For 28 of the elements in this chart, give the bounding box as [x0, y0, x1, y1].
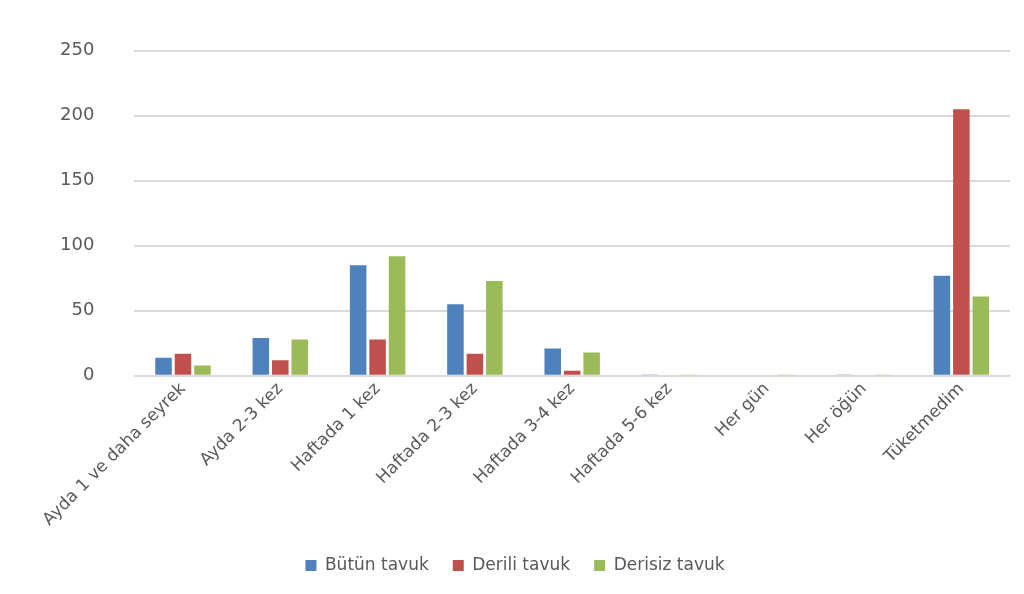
- bar: [447, 304, 464, 375]
- y-tick-label: 250: [60, 38, 95, 60]
- legend-label: Bütün tavuk: [324, 553, 429, 574]
- bar: [174, 353, 192, 375]
- bar: [155, 357, 172, 375]
- bar: [369, 339, 386, 375]
- bar: [953, 109, 970, 375]
- bar: [563, 370, 581, 375]
- bar: [272, 360, 289, 375]
- bar: [349, 265, 367, 375]
- bar: [194, 365, 211, 375]
- y-tick-label: 100: [60, 233, 95, 255]
- legend-label: Derili tavuk: [472, 553, 571, 574]
- y-tick-label: 50: [71, 298, 95, 320]
- legend-label: Derisiz tavuk: [613, 553, 725, 574]
- y-tick-label: 0: [82, 363, 95, 385]
- bar: [291, 339, 309, 375]
- x-tick-label: Her gün: [710, 377, 773, 441]
- bar: [388, 256, 406, 375]
- bar: [544, 348, 561, 375]
- bar: [252, 338, 270, 375]
- bar: [466, 353, 484, 375]
- bar: [583, 352, 600, 375]
- y-tick-label: 200: [60, 103, 95, 125]
- bar: [972, 296, 990, 375]
- bar: [486, 280, 503, 375]
- y-tick-label: 150: [60, 168, 95, 190]
- bar: [933, 275, 951, 375]
